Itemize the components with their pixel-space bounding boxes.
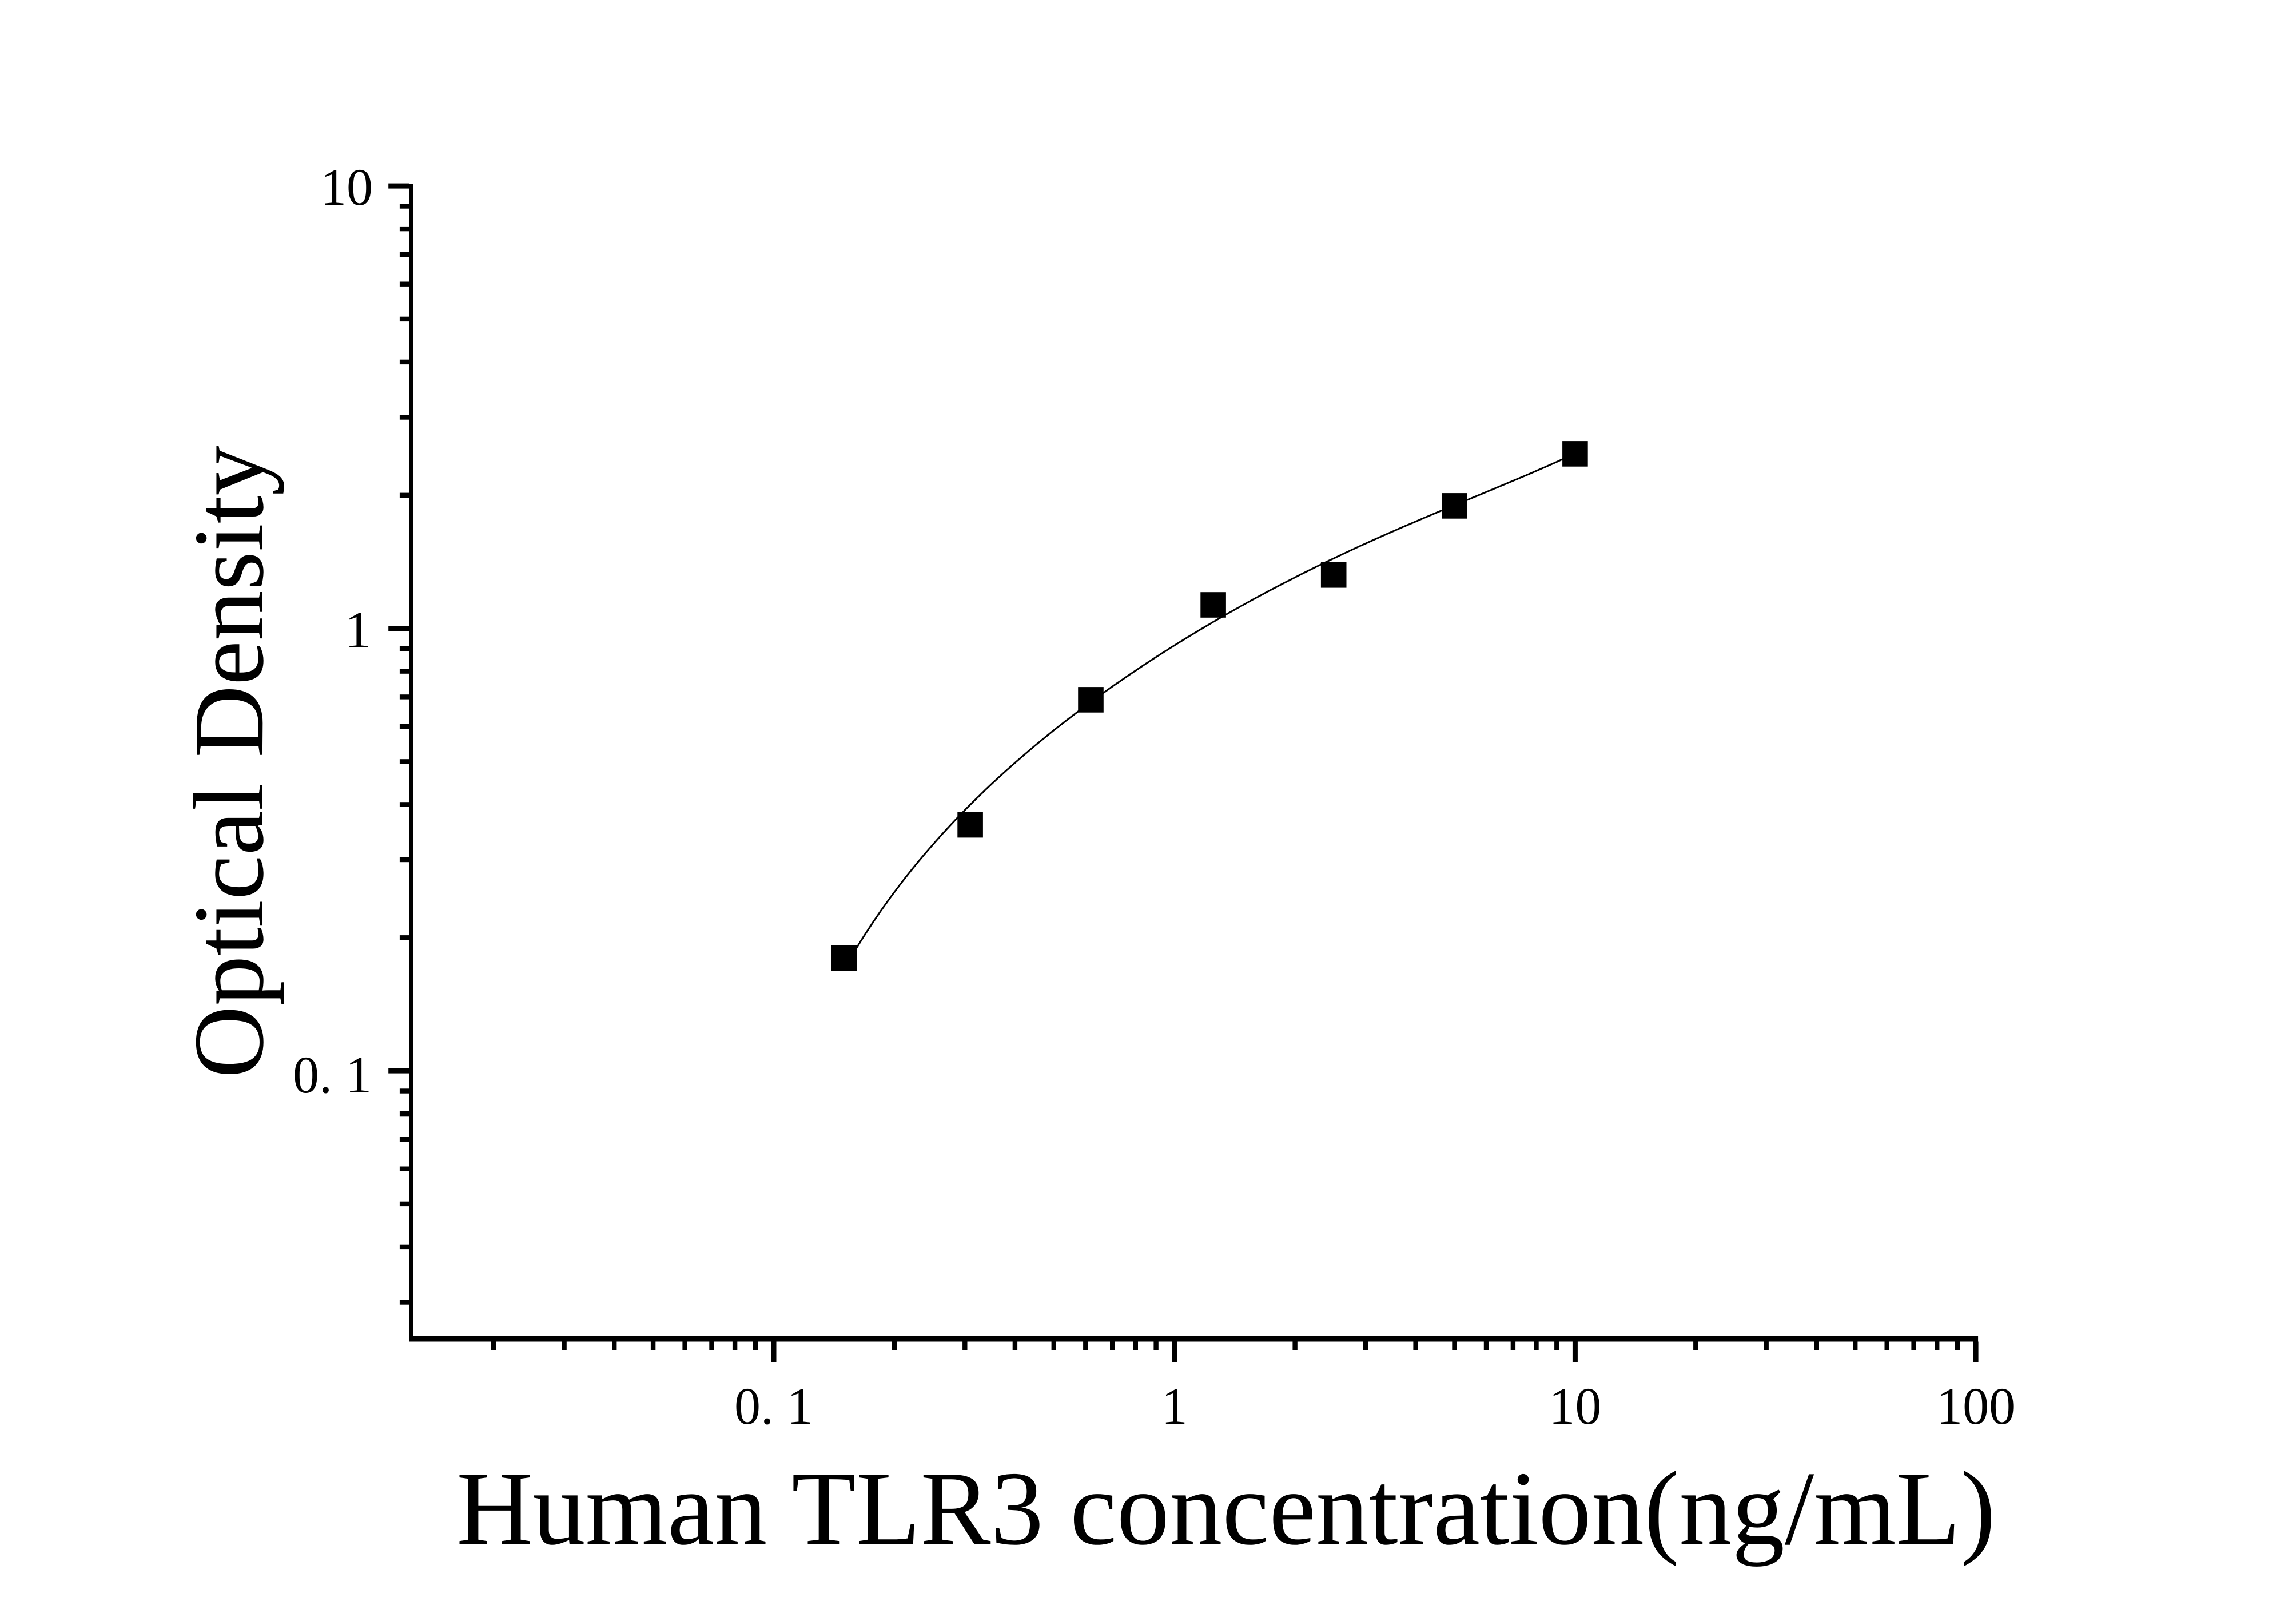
svg-text:0. 1: 0. 1 <box>734 1377 813 1435</box>
svg-text:10: 10 <box>320 158 373 216</box>
svg-text:1: 1 <box>345 601 371 659</box>
svg-text:Optical Density: Optical Density <box>173 446 284 1079</box>
svg-text:100: 100 <box>1936 1377 2015 1435</box>
svg-text:Human TLR3 concentration(ng/mL: Human TLR3 concentration(ng/mL) <box>456 1450 1996 1567</box>
svg-text:10: 10 <box>1549 1377 1601 1435</box>
svg-text:0. 1: 0. 1 <box>293 1046 372 1104</box>
svg-text:1: 1 <box>1161 1377 1188 1435</box>
